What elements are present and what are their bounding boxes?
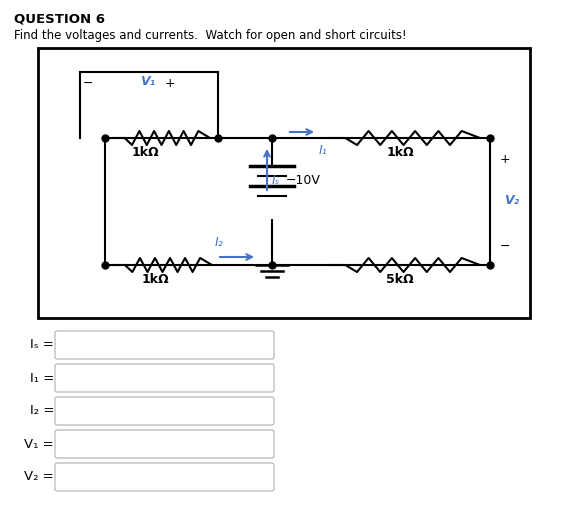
FancyBboxPatch shape — [55, 397, 274, 425]
Text: I₁ =: I₁ = — [30, 372, 54, 385]
Bar — [38, 48, 530, 318]
Text: 5kΩ: 5kΩ — [386, 273, 414, 286]
Text: QUESTION 6: QUESTION 6 — [14, 13, 105, 26]
Text: Find the voltages and currents.  Watch for open and short circuits!: Find the voltages and currents. Watch fo… — [14, 29, 407, 42]
FancyBboxPatch shape — [55, 331, 274, 359]
FancyBboxPatch shape — [55, 430, 274, 458]
Text: V₁ =: V₁ = — [24, 437, 54, 451]
Text: I₂: I₂ — [215, 236, 224, 249]
Text: V₂ =: V₂ = — [24, 471, 54, 483]
FancyBboxPatch shape — [55, 463, 274, 491]
Text: I₁: I₁ — [319, 144, 328, 157]
Text: +: + — [500, 153, 511, 166]
Text: V₂: V₂ — [504, 195, 519, 207]
FancyBboxPatch shape — [55, 364, 274, 392]
Text: −: − — [82, 77, 93, 90]
Text: +: + — [164, 77, 175, 90]
Text: −10V: −10V — [286, 175, 321, 187]
Text: 1kΩ: 1kΩ — [131, 146, 159, 159]
Text: Iₛ: Iₛ — [272, 175, 280, 187]
Text: −: − — [500, 240, 511, 253]
Text: 1kΩ: 1kΩ — [141, 273, 169, 286]
Text: I₂ =: I₂ = — [29, 404, 54, 417]
Text: Iₛ =: Iₛ = — [30, 338, 54, 352]
Text: V₁: V₁ — [141, 75, 155, 88]
Text: 1kΩ: 1kΩ — [386, 146, 414, 159]
